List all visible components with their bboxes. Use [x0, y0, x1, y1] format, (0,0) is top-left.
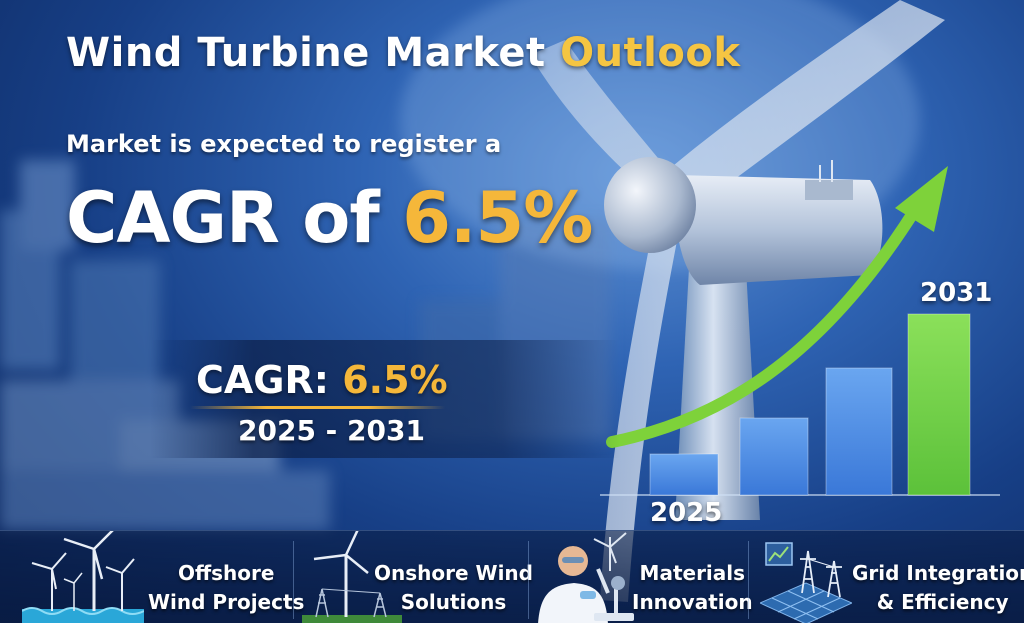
cagr-headline: CAGR of 6.5%	[66, 181, 593, 256]
cagr-headline-prefix: CAGR of	[66, 177, 380, 259]
chart-start-label: 2025	[650, 498, 723, 528]
feature-onshore: Onshore Wind Solutions	[296, 531, 533, 623]
feature-grid-label: Grid Integration & Efficiency	[852, 559, 1024, 617]
turbine-hub	[604, 157, 696, 253]
onshore-turbine-icon	[302, 531, 402, 623]
growth-arrow-shaft	[606, 204, 921, 448]
forecast-period: 2025 - 2031	[238, 414, 425, 447]
intro-text: Market is expected to register a	[66, 130, 502, 158]
offshore-turbines-icon	[22, 531, 144, 623]
growth-arrow-head	[895, 166, 948, 232]
feature-materials-label: Materials Innovation	[632, 559, 753, 617]
cagr-band	[150, 340, 620, 458]
feature-onshore-line2: Solutions	[400, 590, 507, 614]
feature-onshore-label: Onshore Wind Solutions	[374, 559, 533, 617]
feature-offshore-line1: Offshore	[177, 561, 275, 585]
bar-3	[825, 367, 893, 496]
scientist-microscope-icon	[538, 532, 634, 623]
feature-materials-line1: Materials	[639, 561, 746, 585]
cagr-callout-value: 6.5%	[342, 358, 448, 402]
turbine-blade-right	[668, 0, 945, 205]
title-accent: Outlook	[560, 30, 741, 76]
feature-offshore: Offshore Wind Projects	[0, 531, 304, 623]
turbine-blade-left	[530, 40, 668, 185]
feature-grid-line1: Grid Integration	[852, 561, 1024, 585]
feature-offshore-line2: Wind Projects	[148, 590, 305, 614]
bar-4	[907, 313, 971, 496]
turbine-nacelle	[674, 175, 883, 285]
chart-end-label: 2031	[920, 278, 993, 308]
title-main: Wind Turbine Market	[66, 30, 546, 76]
feature-divider	[293, 541, 294, 619]
feature-strip: Offshore Wind Projects Onshore Wind Soluti…	[0, 530, 1024, 623]
page-title: Wind Turbine Market Outlook	[66, 30, 740, 76]
feature-divider	[748, 541, 749, 619]
feature-grid-line2: & Efficiency	[876, 590, 1009, 614]
cagr-callout-prefix: CAGR:	[196, 358, 329, 402]
power-grid-icon	[760, 542, 852, 623]
feature-materials-line2: Innovation	[632, 590, 753, 614]
turbine-tower	[675, 250, 760, 520]
feature-grid: Grid Integration & Efficiency	[752, 531, 1024, 623]
feature-divider	[528, 541, 529, 619]
feature-materials: Materials Innovation	[532, 531, 753, 623]
feature-offshore-label: Offshore Wind Projects	[148, 559, 304, 617]
bar-1	[649, 453, 719, 496]
cagr-callout: CAGR: 6.5%	[196, 358, 448, 402]
feature-onshore-line1: Onshore Wind	[374, 561, 533, 585]
cagr-headline-value: 6.5%	[402, 177, 593, 259]
turbine-blade-lower	[600, 215, 680, 602]
gold-divider	[190, 406, 445, 409]
bar-2	[739, 417, 809, 496]
